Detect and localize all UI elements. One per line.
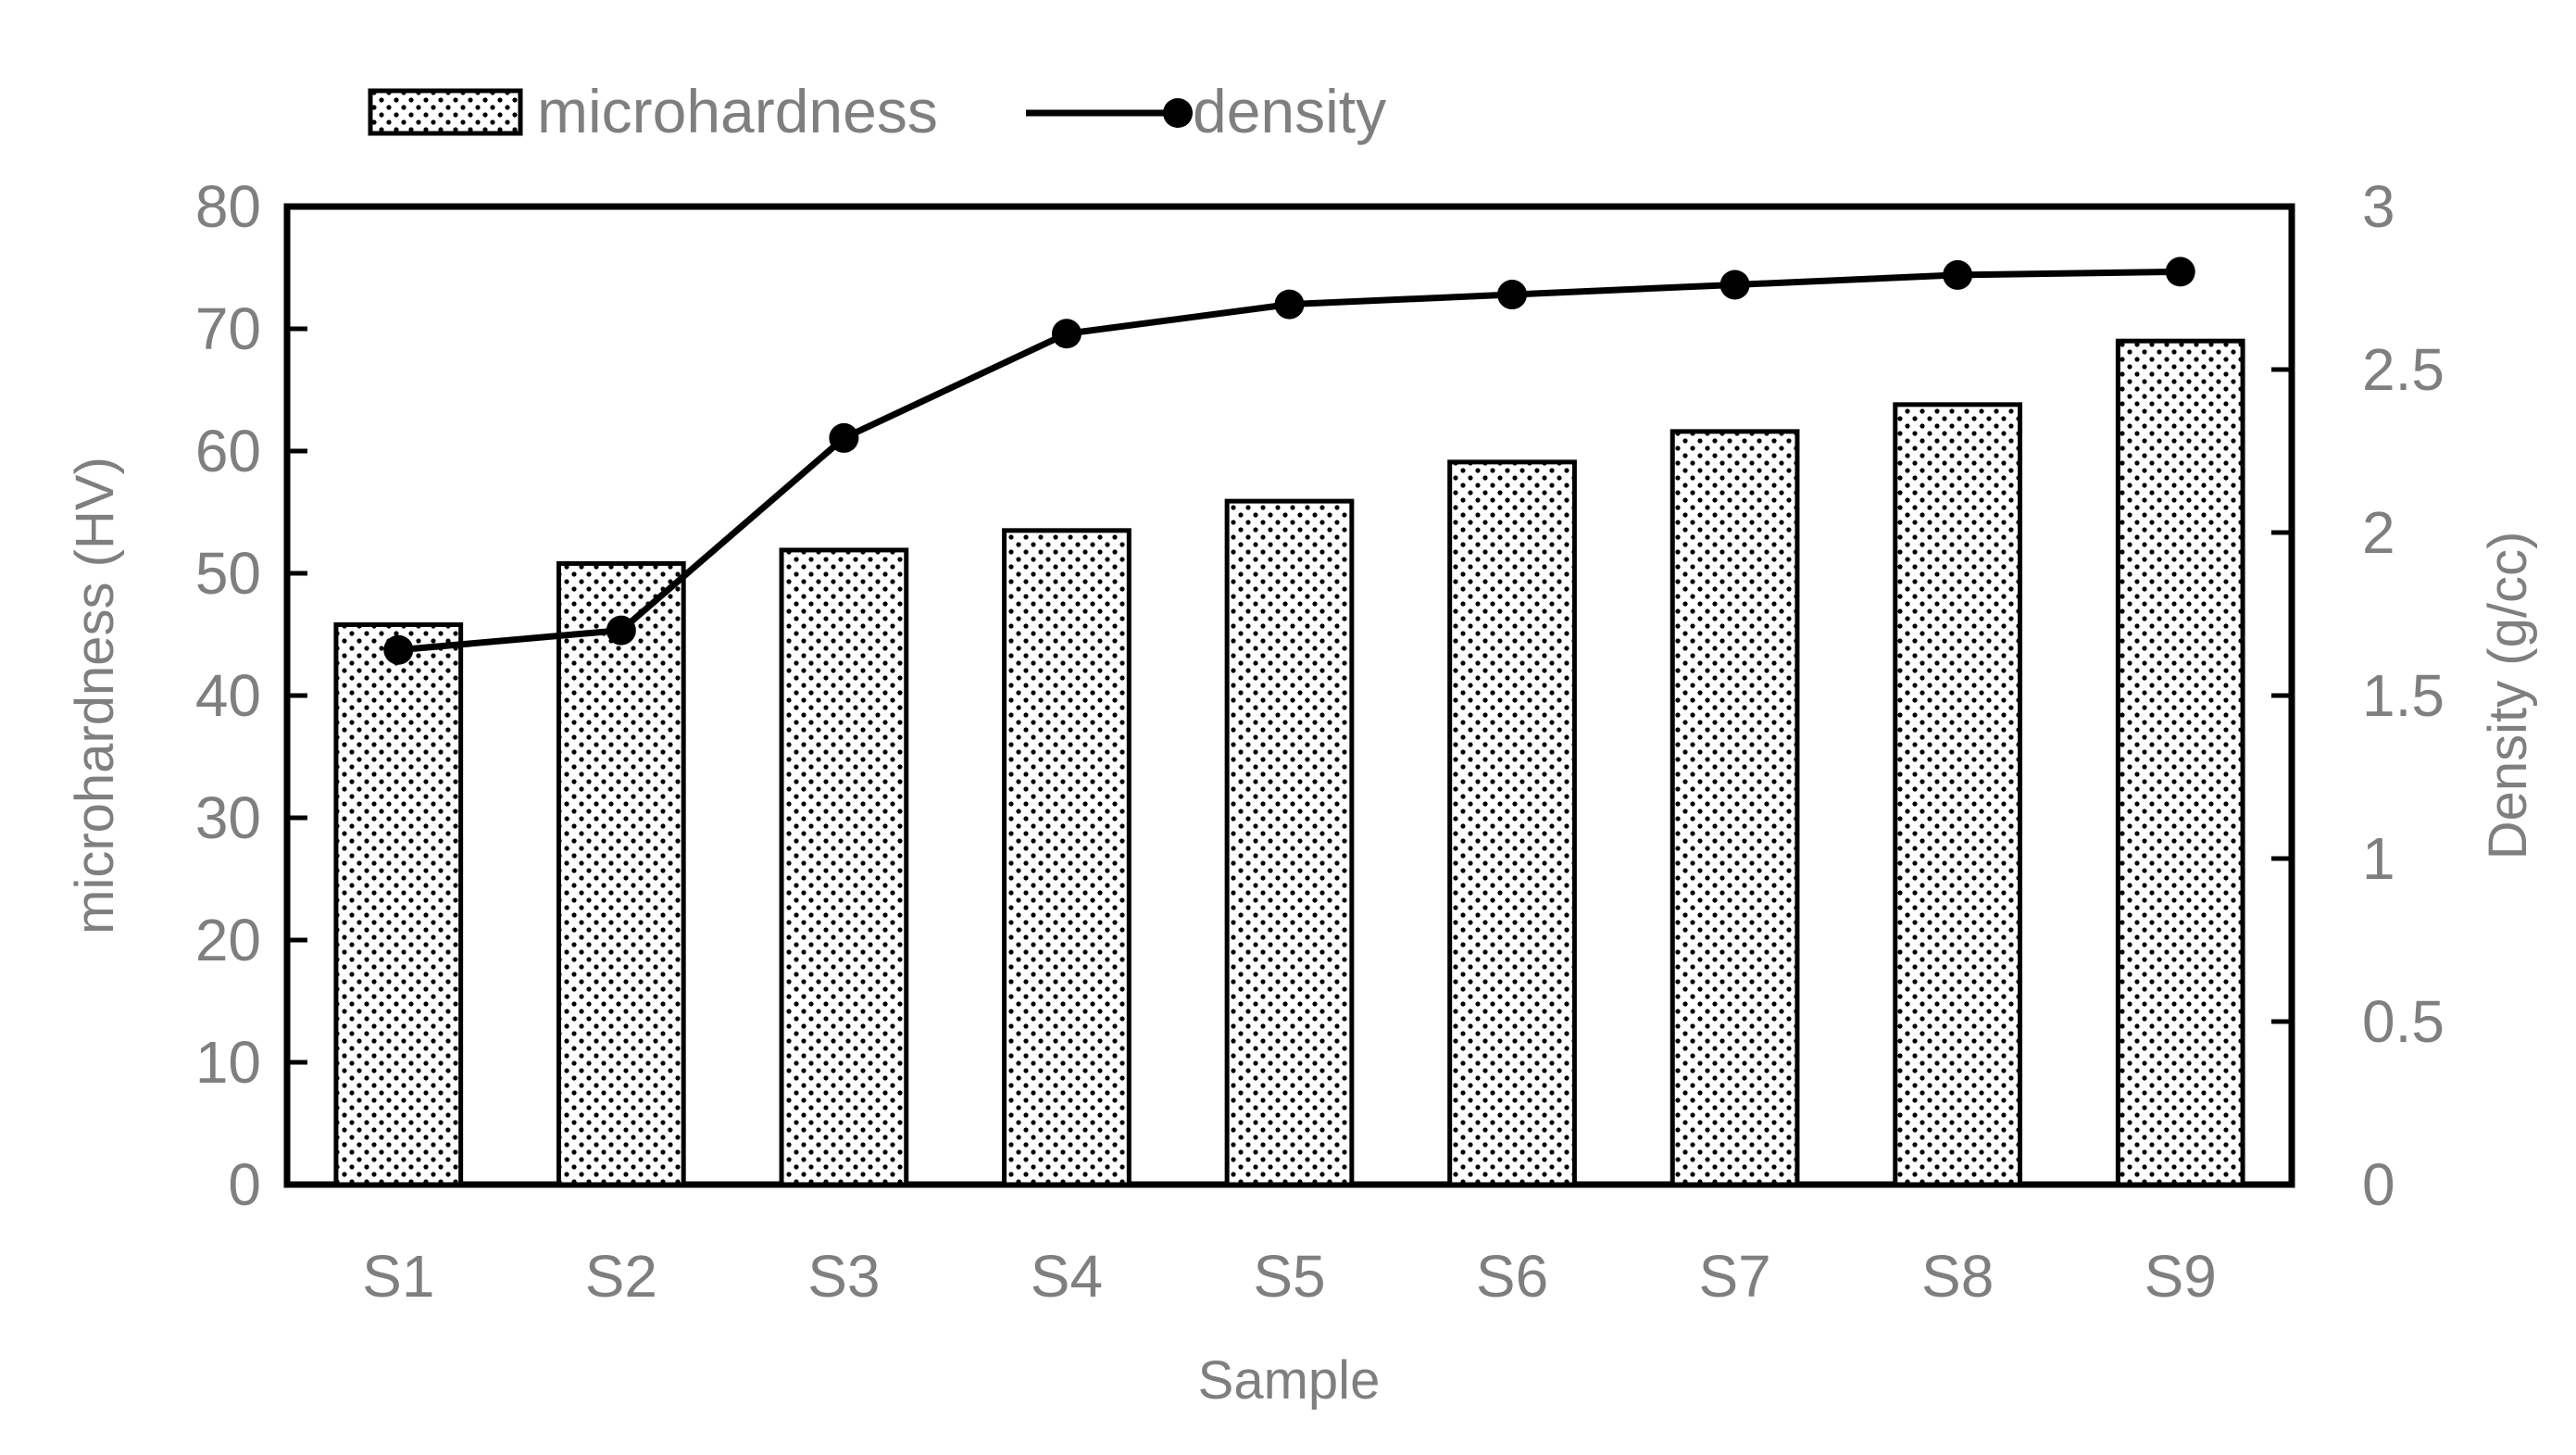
density-point-s3 bbox=[829, 422, 859, 453]
y2-tick-label: 1.5 bbox=[2362, 662, 2445, 729]
density-point-s4 bbox=[1051, 319, 1082, 349]
x-tick-label: S9 bbox=[2145, 1243, 2217, 1310]
legend-swatch-microhardness bbox=[368, 88, 523, 136]
x-tick-label: S5 bbox=[1253, 1243, 1325, 1310]
labels-layer: 0 10 20 30 40 50 60 70 80 0 0.5 1 1.5 2 2.5 3 S1 S2 S3 S4 S5… bbox=[195, 173, 2445, 1310]
bar-s4 bbox=[1002, 528, 1132, 1187]
x-tick-label: S4 bbox=[1031, 1243, 1103, 1310]
legend-label-density: density bbox=[1193, 77, 1386, 145]
x-tick-label: S6 bbox=[1476, 1243, 1548, 1310]
legend: microhardness density bbox=[368, 77, 1386, 145]
bar-s2 bbox=[556, 560, 686, 1187]
x-tick-label: S1 bbox=[362, 1243, 434, 1310]
y-tick-label: 50 bbox=[195, 540, 261, 607]
line-layer bbox=[383, 257, 2195, 665]
y-tick-label: 70 bbox=[195, 295, 261, 362]
bar-s9 bbox=[2115, 338, 2245, 1187]
bar-s6 bbox=[1447, 459, 1577, 1187]
y-tick-label: 30 bbox=[195, 784, 261, 851]
y2-tick-label: 0 bbox=[2362, 1151, 2395, 1218]
y2-axis-title: Density (g/cc) bbox=[2478, 532, 2538, 860]
y2-tick-label: 0.5 bbox=[2362, 988, 2445, 1055]
density-point-s6 bbox=[1497, 280, 1528, 310]
y-tick-label: 80 bbox=[195, 173, 261, 240]
y-tick-label: 40 bbox=[195, 662, 261, 729]
bar-s7 bbox=[1669, 429, 1800, 1187]
bar-s3 bbox=[779, 547, 909, 1187]
density-point-s2 bbox=[606, 615, 636, 646]
x-tick-label: S2 bbox=[585, 1243, 657, 1310]
y-tick-label: 0 bbox=[228, 1151, 261, 1218]
density-point-s7 bbox=[1719, 270, 1750, 300]
density-point-s8 bbox=[1943, 259, 1973, 290]
x-tick-label: S7 bbox=[1698, 1243, 1770, 1310]
y-axis-title: microhardness (HV) bbox=[65, 457, 125, 934]
y2-tick-label: 3 bbox=[2362, 173, 2395, 240]
ticks-layer bbox=[287, 204, 2292, 1187]
y2-tick-label: 1 bbox=[2362, 825, 2395, 892]
density-point-s5 bbox=[1274, 289, 1305, 320]
x-axis-title: Sample bbox=[1198, 1350, 1381, 1411]
y2-tick-label: 2 bbox=[2362, 499, 2395, 566]
bar-s1 bbox=[333, 621, 464, 1187]
y-tick-label: 60 bbox=[195, 418, 261, 484]
x-tick-label: S3 bbox=[807, 1243, 880, 1310]
bars-layer bbox=[333, 338, 2245, 1187]
y-tick-label: 10 bbox=[195, 1029, 261, 1096]
legend-label-microhardness: microhardness bbox=[537, 77, 938, 145]
y-tick-label: 20 bbox=[195, 907, 261, 973]
bar-s5 bbox=[1224, 498, 1355, 1187]
legend-marker-density bbox=[1163, 98, 1193, 128]
density-point-s1 bbox=[383, 634, 414, 665]
density-point-s9 bbox=[2165, 257, 2195, 287]
bar-s8 bbox=[1893, 402, 2023, 1187]
y2-tick-label: 2.5 bbox=[2362, 336, 2445, 403]
x-tick-label: S8 bbox=[1921, 1243, 1994, 1310]
